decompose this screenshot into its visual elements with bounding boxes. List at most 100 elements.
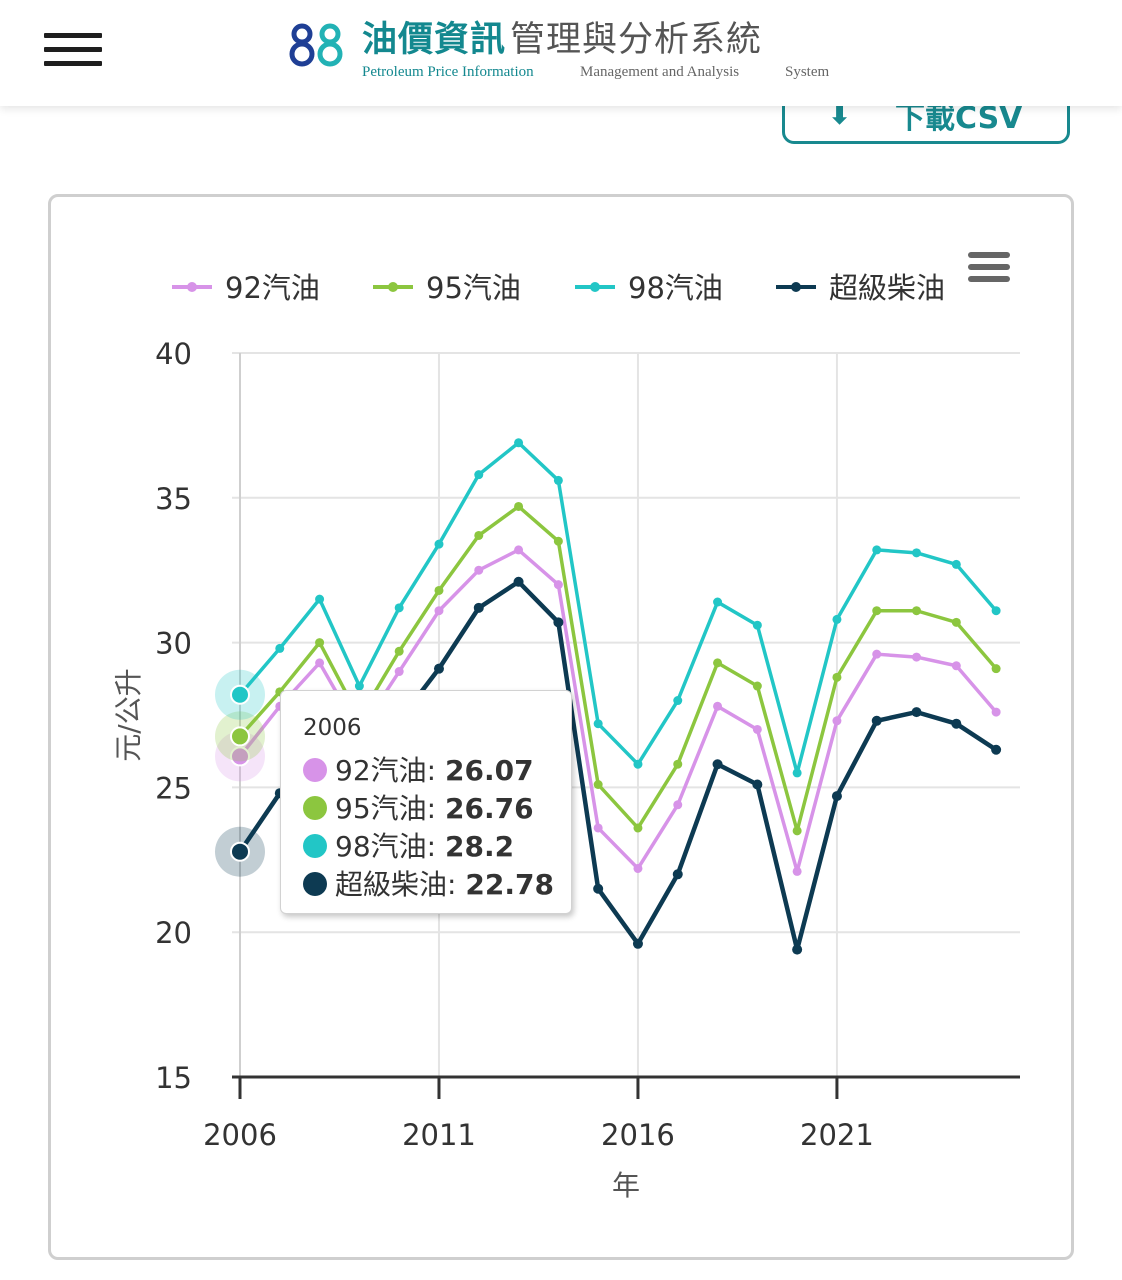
y-tick-label-15: 15	[155, 1061, 192, 1095]
point-0-2008	[315, 658, 325, 668]
point-2-2025	[991, 606, 1001, 616]
point-3-2012	[473, 602, 484, 613]
point-1-2013	[514, 501, 524, 511]
point-0-2020	[792, 866, 802, 876]
y-tick-label-20: 20	[155, 916, 192, 950]
hover-point-1	[230, 726, 250, 747]
legend-label-1: 95汽油	[426, 271, 521, 305]
point-3-2024	[951, 718, 962, 729]
point-2-2013	[514, 438, 524, 448]
point-2-2017	[673, 696, 683, 706]
legend-label-2: 98汽油	[628, 271, 723, 305]
brand-title-strong: 油價資訊	[362, 20, 507, 60]
point-2-2023	[912, 548, 922, 558]
y-axis-title: 元/公升	[112, 668, 145, 761]
hover-point-3	[230, 841, 250, 862]
point-0-2011	[434, 606, 444, 616]
point-3-2021	[831, 791, 842, 802]
chart-context-menu-icon[interactable]	[966, 250, 1012, 286]
point-1-2018	[713, 658, 723, 668]
point-1-2023	[912, 606, 922, 616]
point-1-2017	[673, 759, 683, 769]
hamburger-menu-icon[interactable]	[44, 33, 102, 67]
chart-axis-labels: 年 元/公升	[112, 668, 640, 1202]
point-1-2022	[872, 606, 882, 616]
tooltip-value-95: 26.76	[444, 792, 534, 825]
x-tick-label-2006: 2006	[203, 1118, 277, 1152]
point-1-2010	[394, 646, 404, 656]
point-0-2017	[673, 800, 683, 810]
point-2-2011	[434, 539, 444, 549]
legend-marker-1	[388, 282, 398, 292]
x-tick-label-2011: 2011	[402, 1118, 476, 1152]
tooltip-name-95: 95汽油	[335, 792, 427, 825]
tooltip-year: 2006	[303, 715, 362, 741]
legend-marker-0	[187, 282, 197, 292]
chart-legend: 92汽油 95汽油 98汽油 超級柴油	[172, 271, 945, 305]
hover-point-2	[230, 684, 250, 705]
tooltip-row-diesel: 超級柴油: 22.78	[303, 863, 554, 901]
petroleum-logo-icon[interactable]	[288, 22, 346, 68]
point-2-2022	[872, 545, 882, 555]
point-0-2023	[912, 652, 922, 662]
point-3-2015	[593, 883, 604, 894]
tooltip-name-98: 98汽油	[335, 830, 427, 863]
tooltip-dot-92	[303, 758, 327, 782]
y-tick-label-25: 25	[155, 771, 192, 805]
chart-axes: 15 20 25 30 35 40 2006 2011 2016 2021	[155, 337, 1020, 1152]
point-1-2014	[553, 536, 563, 546]
point-0-2019	[752, 724, 762, 734]
point-3-2017	[672, 869, 683, 880]
point-0-2022	[872, 649, 882, 659]
legend-marker-3	[791, 282, 801, 292]
point-3-2022	[871, 715, 882, 726]
x-axis-title: 年	[612, 1169, 640, 1202]
point-1-2016	[633, 823, 643, 833]
point-2-2014	[553, 475, 563, 485]
point-2-2008	[315, 594, 325, 604]
point-2-2012	[474, 470, 484, 480]
point-2-2009	[354, 681, 364, 691]
point-2-2024	[951, 559, 961, 569]
tooltip-value-diesel: 22.78	[465, 868, 554, 901]
point-3-2025	[991, 744, 1002, 755]
x-tick-label-2021: 2021	[800, 1118, 874, 1152]
point-0-2015	[593, 823, 603, 833]
tooltip-dot-diesel	[303, 872, 327, 896]
point-1-2025	[991, 664, 1001, 674]
point-2-2010	[394, 603, 404, 613]
app-header: 油價資訊 管理與分析系統 Petroleum Price Information…	[0, 0, 1122, 106]
y-tick-label-35: 35	[155, 482, 192, 516]
brand-subtitle-2: Management and Analysis	[580, 64, 740, 80]
brand-subtitle-3: System	[785, 64, 830, 80]
x-tick-label-2016: 2016	[601, 1118, 675, 1152]
point-1-2011	[434, 585, 444, 595]
point-3-2018	[712, 759, 723, 770]
point-3-2023	[911, 707, 922, 718]
point-3-2016	[632, 938, 643, 949]
series-line-2	[238, 441, 998, 775]
brand-title-light: 管理與分析系統	[510, 20, 763, 60]
point-1-2024	[951, 617, 961, 627]
point-2-2007	[275, 643, 285, 653]
tooltip-value-98: 28.2	[444, 830, 515, 863]
tooltip-dot-95	[303, 796, 327, 820]
y-tick-label-30: 30	[155, 627, 192, 661]
brand-subtitle-1: Petroleum Price Information	[362, 64, 534, 80]
point-2-2021	[832, 614, 842, 624]
point-3-2019	[752, 779, 763, 790]
tooltip-row-95: 95汽油: 26.76	[303, 787, 534, 825]
point-1-2020	[792, 826, 802, 836]
point-2-2020	[792, 768, 802, 778]
y-tick-label-40: 40	[155, 337, 192, 371]
point-0-2014	[553, 580, 563, 590]
point-1-2021	[832, 672, 842, 682]
point-1-2015	[593, 780, 603, 790]
point-0-2012	[474, 565, 484, 575]
point-0-2024	[951, 661, 961, 671]
point-3-2014	[553, 617, 564, 628]
point-3-2020	[792, 944, 803, 955]
point-1-2012	[474, 530, 484, 540]
download-csv-label: 下載CSV	[895, 101, 1023, 136]
point-2-2016	[633, 759, 643, 769]
